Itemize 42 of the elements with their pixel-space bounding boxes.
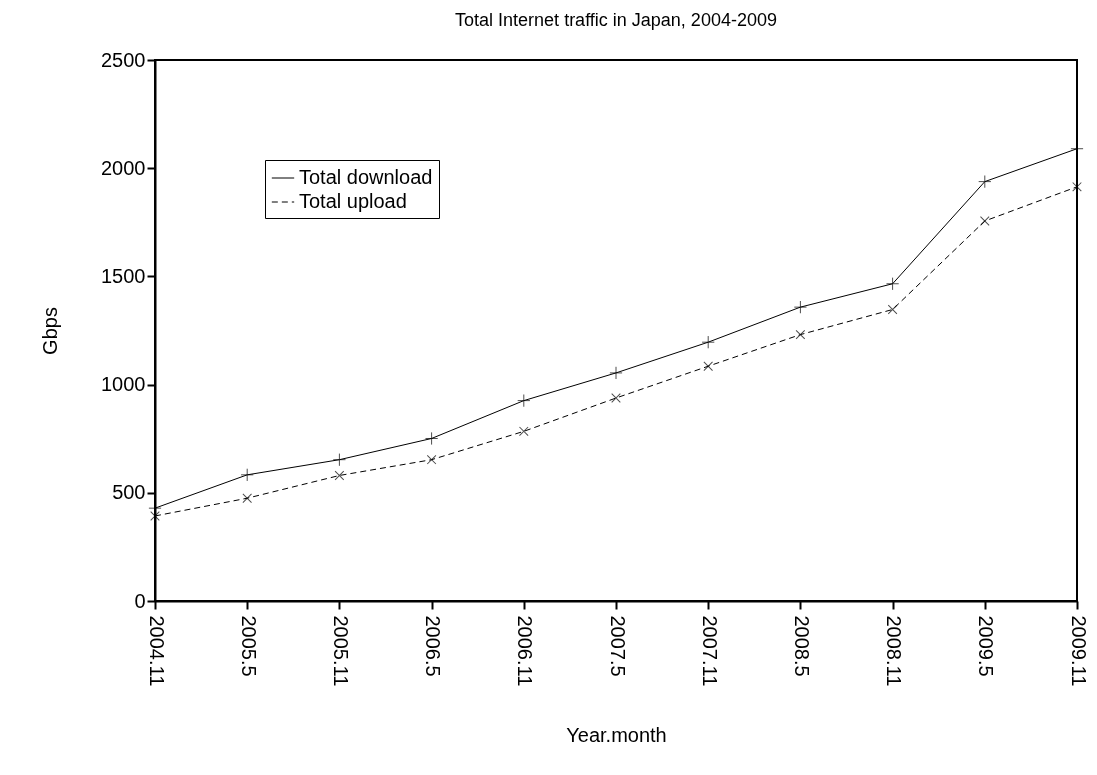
point [703, 361, 714, 372]
y-tick-label: 500 [112, 481, 146, 504]
point [795, 329, 806, 340]
x-tick-label: 2008.5 [790, 615, 813, 677]
x-tick-label: 2004.11 [145, 615, 168, 687]
point [885, 277, 900, 291]
y-tick-label: 1000 [101, 373, 146, 396]
y-tick-label: 1500 [101, 264, 146, 287]
point [242, 493, 253, 504]
point [332, 453, 347, 467]
x-tick-label: 2005.11 [329, 615, 352, 687]
point [887, 304, 898, 315]
y-tick-label: 2000 [101, 156, 146, 179]
point [701, 335, 715, 349]
point [978, 174, 992, 189]
point [609, 366, 623, 380]
point [424, 431, 439, 446]
y-tick-label: 0 [134, 589, 146, 612]
point [793, 300, 808, 314]
legend-label: Total upload [299, 190, 407, 212]
point [518, 426, 529, 437]
point [1072, 181, 1082, 192]
point [517, 393, 531, 408]
y-tick-label: 2500 [101, 48, 146, 71]
x-tick-label: 2008.11 [883, 615, 906, 687]
point [611, 393, 621, 403]
point [150, 511, 160, 521]
x-tick-label: 2006.11 [514, 615, 537, 687]
y-axis-title: Gbps [39, 307, 62, 355]
x-tick-label: 2005.5 [237, 615, 260, 677]
x-tick-label: 2009.11 [1067, 615, 1090, 687]
chart-title: Total Internet traffic in Japan, 2004-2009 [455, 10, 777, 30]
legend-label: Total download [299, 166, 433, 188]
point [334, 470, 345, 481]
x-axis-title: Year.month [566, 724, 667, 747]
point [426, 454, 437, 465]
point [240, 468, 254, 482]
x-tick-label: 2007.11 [698, 615, 721, 687]
x-tick-label: 2007.5 [606, 615, 629, 677]
x-tick-label: 2006.5 [422, 615, 445, 677]
x-tick-label: 2009.5 [975, 615, 998, 677]
point [979, 216, 990, 226]
